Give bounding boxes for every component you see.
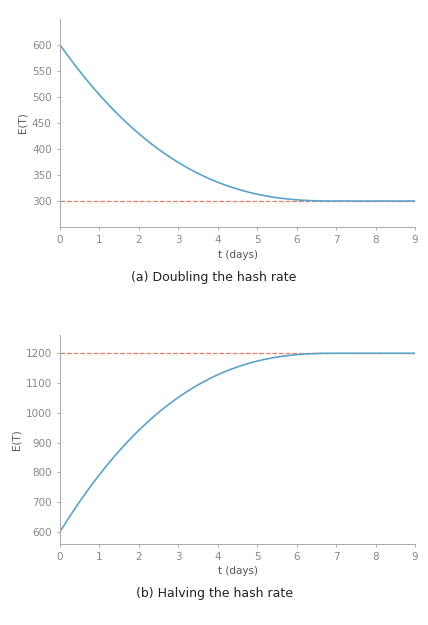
Y-axis label: E(T): E(T) (11, 429, 21, 450)
Text: (b) Halving the hash rate: (b) Halving the hash rate (136, 588, 292, 601)
X-axis label: t (days): t (days) (217, 566, 258, 576)
X-axis label: t (days): t (days) (217, 249, 258, 259)
Y-axis label: E(T): E(T) (18, 112, 28, 133)
Text: (a) Doubling the hash rate: (a) Doubling the hash rate (131, 271, 297, 284)
